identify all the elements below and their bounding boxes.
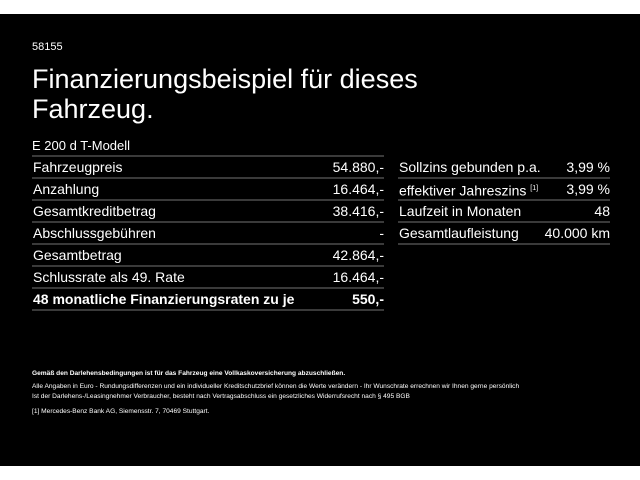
footnote-ref: [1] xyxy=(530,185,539,192)
table-row: Gesamtbetrag 42.864,- xyxy=(32,245,384,267)
row-value: 550,- xyxy=(352,291,384,307)
row-label-text: Sollzins gebunden p.a. xyxy=(399,159,541,175)
table-row: Abschlussgebühren - xyxy=(32,223,384,245)
row-value: 40.000 km xyxy=(544,225,610,241)
row-label: effektiver Jahreszins [1] xyxy=(399,179,538,199)
row-label: Fahrzeugpreis xyxy=(33,157,123,177)
footer-line-2: Ist der Darlehens-/Leasingnehmer Verbrau… xyxy=(32,393,410,400)
row-label-text: Laufzeit in Monaten xyxy=(399,203,522,219)
row-value: 16.464,- xyxy=(332,269,384,285)
row-label-text: 48 monatliche Finanzierungsraten zu je xyxy=(33,291,295,307)
footer-line-1: Alle Angaben in Euro - Rundungsdifferenz… xyxy=(32,383,520,390)
table-row: effektiver Jahreszins [1] 3,99 % xyxy=(398,179,610,201)
row-label-text: effektiver Jahreszins xyxy=(399,182,527,199)
row-value: 42.864,- xyxy=(332,247,384,263)
row-label-text: Abschlussgebühren xyxy=(33,225,156,241)
finance-table: Fahrzeugpreis 54.880,- Anzahlung 16.464,- Ge… xyxy=(32,157,384,311)
row-label: Gesamtlaufleistung xyxy=(399,223,519,243)
page-title: Finanzierungsbeispiel für dieses Fahrzeu… xyxy=(32,64,418,124)
row-label: Anzahlung xyxy=(33,179,99,199)
row-label: Laufzeit in Monaten xyxy=(399,201,521,221)
row-label-text: Gesamtkreditbetrag xyxy=(33,203,156,219)
row-value: 16.464,- xyxy=(332,181,384,197)
terms-table: Sollzins gebunden p.a. 3,99 % effektiver J… xyxy=(398,157,610,245)
table-row: Laufzeit in Monaten 48 xyxy=(398,201,610,223)
row-label-text: Gesamtbetrag xyxy=(33,247,122,263)
row-value: 38.416,- xyxy=(332,203,384,219)
footer-insurance-note: Gemäß den Darlehensbedingungen ist für d… xyxy=(32,370,346,377)
row-label-text: Gesamtlaufleistung xyxy=(399,225,519,241)
row-value: 3,99 % xyxy=(566,181,610,197)
row-label: Schlussrate als 49. Rate xyxy=(33,267,185,287)
offer-id: 58155 xyxy=(32,41,63,53)
row-value: - xyxy=(379,225,384,241)
table-row: Fahrzeugpreis 54.880,- xyxy=(32,157,384,179)
footnote: [1] Mercedes-Benz Bank AG, Siemensstr. 7… xyxy=(32,408,210,415)
row-label: Gesamtbetrag xyxy=(33,245,122,265)
row-value: 54.880,- xyxy=(332,159,384,175)
table-row: 48 monatliche Finanzierungsraten zu je 55… xyxy=(32,289,384,311)
table-row: Gesamtkreditbetrag 38.416,- xyxy=(32,201,384,223)
row-label-text: Fahrzeugpreis xyxy=(33,159,123,175)
table-row: Sollzins gebunden p.a. 3,99 % xyxy=(398,157,610,179)
row-label: Abschlussgebühren xyxy=(33,223,156,243)
row-value: 3,99 % xyxy=(566,159,610,175)
row-label: Sollzins gebunden p.a. xyxy=(399,157,541,177)
row-label-text: Schlussrate als 49. Rate xyxy=(33,269,185,285)
finance-panel: 58155 Finanzierungsbeispiel für dieses F… xyxy=(0,14,640,466)
table-row: Schlussrate als 49. Rate 16.464,- xyxy=(32,267,384,289)
row-value: 48 xyxy=(594,203,610,219)
row-label: Gesamtkreditbetrag xyxy=(33,201,156,221)
table-row: Anzahlung 16.464,- xyxy=(32,179,384,201)
table-row: Gesamtlaufleistung 40.000 km xyxy=(398,223,610,245)
row-label-text: Anzahlung xyxy=(33,181,100,197)
row-label: 48 monatliche Finanzierungsraten zu je xyxy=(33,289,294,309)
model-name: E 200 d T-Modell xyxy=(32,138,384,157)
